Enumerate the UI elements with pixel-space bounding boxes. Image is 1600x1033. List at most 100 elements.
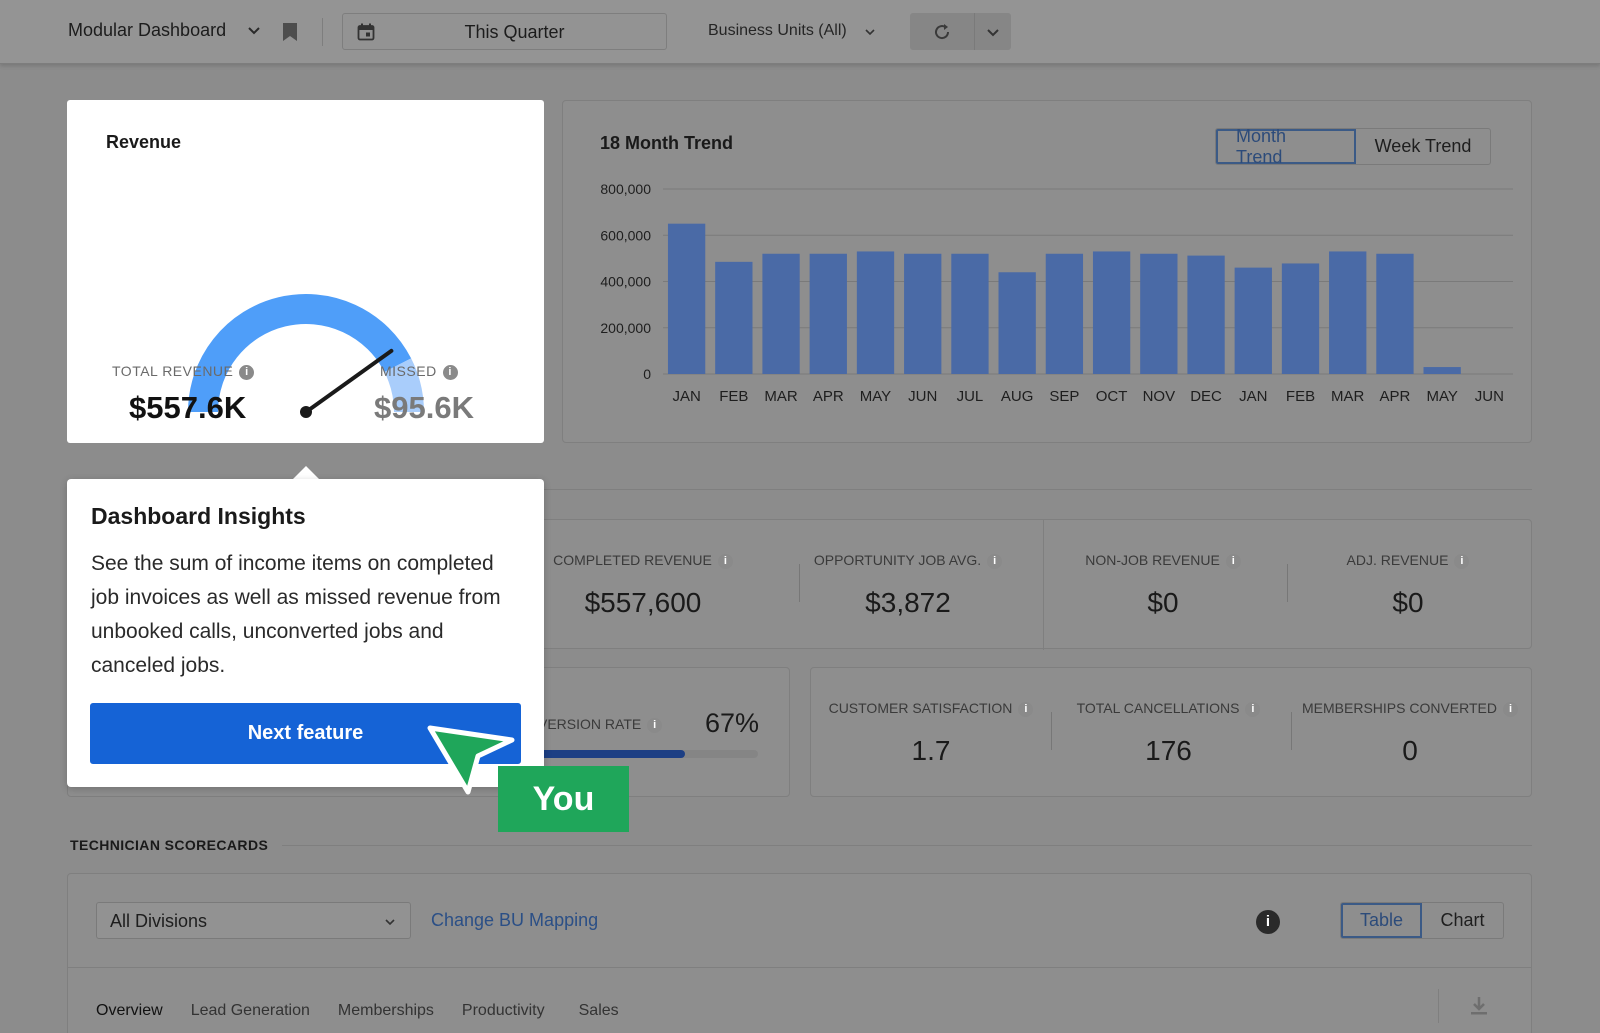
stat-divider (1287, 564, 1288, 602)
bar[interactable] (856, 251, 895, 374)
info-icon[interactable]: i (442, 364, 458, 380)
bar[interactable] (904, 253, 942, 374)
info-icon[interactable]: i (717, 553, 733, 569)
total-cancellations-stat: TOTAL CANCELLATIONS i 176 (1056, 700, 1281, 767)
x-tick-label: OCT (1096, 388, 1128, 405)
trend-toggle: Month Trend Week Trend (1215, 128, 1491, 165)
revenue-title: Revenue (106, 132, 182, 152)
divisions-select[interactable]: All Divisions (96, 902, 411, 939)
cursor-pointer-icon (427, 725, 515, 795)
gauge-filled-arc (188, 294, 412, 413)
week-trend-toggle[interactable]: Week Trend (1374, 136, 1472, 156)
stat-divider (799, 564, 800, 602)
y-tick-label: 600,000 (600, 227, 651, 243)
gauge-remaining-arc (384, 358, 424, 413)
revenue-card: Revenue TOTAL REVENUE i $557.6K MISSED i $… (67, 100, 544, 443)
x-tick-label: AUG (1001, 388, 1034, 405)
info-icon[interactable]: i (1225, 553, 1241, 569)
trend-title: 18 Month Trend (600, 133, 734, 153)
refresh-button-group (910, 13, 1011, 50)
bar[interactable] (1140, 253, 1178, 374)
divisions-select-value: All Divisions (110, 911, 208, 931)
download-icon[interactable] (1470, 996, 1488, 1016)
tab-memberships[interactable]: Memberships (337, 1002, 434, 1019)
popover-caret (292, 466, 320, 480)
user-cursor-label: You (498, 766, 629, 832)
memberships-converted-stat: MEMBERSHIPS CONVERTED i 0 (1296, 700, 1524, 767)
technician-scorecards-card: All Divisions Change BU Mapping i Table … (67, 873, 1532, 1033)
bar[interactable] (715, 261, 753, 374)
split-divider (974, 13, 975, 50)
non-job-revenue-stat: NON-JOB REVENUE i $0 (1043, 552, 1283, 619)
tab-lead-generation[interactable]: Lead Generation (190, 1002, 310, 1019)
info-icon[interactable]: i (1018, 701, 1034, 717)
x-tick-label: JUL (957, 388, 984, 405)
refresh-icon (935, 24, 950, 40)
trend-card: 18 Month Trend Month Trend Week Trend 80… (562, 100, 1532, 443)
bookmark-icon[interactable] (282, 22, 298, 42)
bar[interactable] (1376, 253, 1414, 374)
date-range-picker[interactable]: This Quarter (342, 13, 667, 50)
tab-overview[interactable]: Overview (96, 1002, 163, 1019)
divider (1438, 989, 1439, 1023)
info-icon[interactable]: i (1503, 701, 1518, 717)
missed-label: MISSED i (380, 363, 458, 380)
info-icon[interactable]: i (987, 553, 1003, 569)
toolbar-divider (322, 18, 323, 46)
customer-stats-card: CUSTOMER SATISFACTION i 1.7 TOTAL CANCELL… (810, 667, 1532, 797)
bar[interactable] (1329, 251, 1367, 374)
bar[interactable] (667, 223, 706, 374)
refresh-options-button[interactable] (975, 13, 1011, 50)
x-tick-label: JAN (1239, 388, 1267, 405)
info-icon[interactable]: i (1245, 701, 1261, 717)
section-divider (282, 845, 1532, 846)
tab-productivity[interactable]: Productivity (461, 1002, 545, 1019)
section-divider (67, 489, 1532, 490)
bar[interactable] (951, 253, 989, 374)
x-tick-label: MAR (764, 388, 798, 405)
conversion-rate-label: VERSION RATE i (538, 716, 663, 733)
bar[interactable] (998, 272, 1036, 374)
chevron-down-icon[interactable] (246, 22, 262, 38)
top-bar: Modular Dashboard This Quarter Business … (0, 0, 1600, 64)
y-tick-label: 0 (643, 366, 651, 382)
bar[interactable] (1234, 267, 1272, 374)
table-toggle[interactable]: Table (1341, 903, 1422, 938)
bar[interactable] (762, 253, 800, 374)
technician-scorecards-heading: TECHNICIAN SCORECARDS (70, 837, 269, 853)
info-icon[interactable]: i (1256, 910, 1280, 934)
tab-sales[interactable]: Sales (578, 1002, 619, 1019)
conversion-progress-fill (538, 750, 686, 758)
divider (68, 967, 1531, 968)
change-bu-mapping-link[interactable]: Change BU Mapping (431, 910, 599, 930)
info-icon[interactable]: i (647, 717, 663, 733)
business-units-dropdown[interactable]: Business Units (All) (708, 22, 847, 39)
info-icon[interactable]: i (1454, 553, 1470, 569)
stat-divider (1043, 520, 1044, 650)
chevron-down-icon (385, 919, 395, 926)
month-trend-toggle[interactable]: Month Trend (1216, 129, 1356, 164)
bar[interactable] (1187, 255, 1225, 374)
bar[interactable] (1045, 253, 1084, 374)
bar[interactable] (1423, 367, 1461, 374)
chart-toggle[interactable]: Chart (1440, 910, 1485, 930)
chevron-down-icon[interactable] (864, 26, 876, 38)
scorecard-tabs: Overview Lead Generation Memberships Pro… (96, 1002, 619, 1020)
trend-bar-chart: 800,000 600,000 400,000 200,000 0 JAN FEB MAR AP… (600, 181, 1513, 405)
gauge-needle-hub (300, 406, 312, 418)
bar[interactable] (1092, 251, 1131, 374)
x-tick-label: MAY (1426, 388, 1457, 405)
x-tick-label: JUN (908, 388, 937, 405)
x-tick-label: NOV (1143, 388, 1176, 405)
missed-value: $95.6K (374, 390, 474, 425)
info-icon[interactable]: i (239, 364, 255, 380)
x-tick-label: FEB (1286, 388, 1315, 405)
x-tick-label: SEP (1049, 388, 1079, 405)
bar[interactable] (1281, 263, 1320, 374)
dashboard-title[interactable]: Modular Dashboard (68, 20, 227, 40)
stat-divider (1051, 712, 1052, 750)
customer-satisfaction-stat: CUSTOMER SATISFACTION i 1.7 (821, 700, 1041, 767)
completed-revenue-stat: COMPLETED REVENUE i $557,600 (538, 552, 748, 619)
bar[interactable] (809, 253, 847, 374)
refresh-button[interactable] (910, 13, 974, 50)
